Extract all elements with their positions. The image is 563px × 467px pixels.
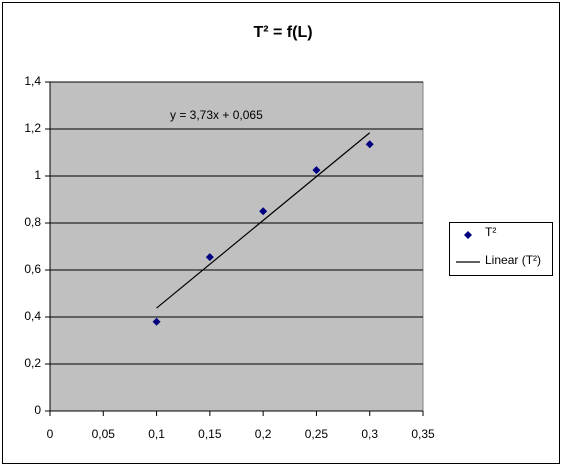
legend-box [449,222,553,276]
legend-label: T² [485,225,496,239]
x-tick-label: 0,05 [92,427,116,441]
trendline [156,132,371,309]
y-tick-label: 1 [34,168,41,182]
y-tick-label: 0,2 [24,356,41,370]
y-tick-label: 1,2 [24,121,41,135]
x-tick-label: 0 [47,427,54,441]
x-tick-label: 0,35 [411,427,435,441]
x-tick-label: 0,1 [148,427,165,441]
legend-marker [464,231,472,239]
y-tick-label: 0,8 [24,215,41,229]
x-tick-label: 0,2 [255,427,272,441]
data-point [365,140,374,149]
trendline-equation: y = 3,73x + 0,065 [170,108,263,122]
legend-label: Linear (T²) [485,253,541,267]
data-point [205,253,214,262]
data-point [259,207,268,216]
y-tick-label: 0,4 [24,309,41,323]
chart-title: T² = f(L) [253,24,312,41]
x-tick-label: 0,25 [305,427,329,441]
data-point [312,166,321,175]
y-tick-label: 0,6 [24,262,41,276]
y-tick-label: 1,4 [24,74,41,88]
data-point [152,317,161,326]
x-tick-label: 0,15 [198,427,222,441]
y-tick-label: 0 [34,403,41,417]
x-tick-label: 0,3 [361,427,378,441]
plot-area [49,81,424,412]
